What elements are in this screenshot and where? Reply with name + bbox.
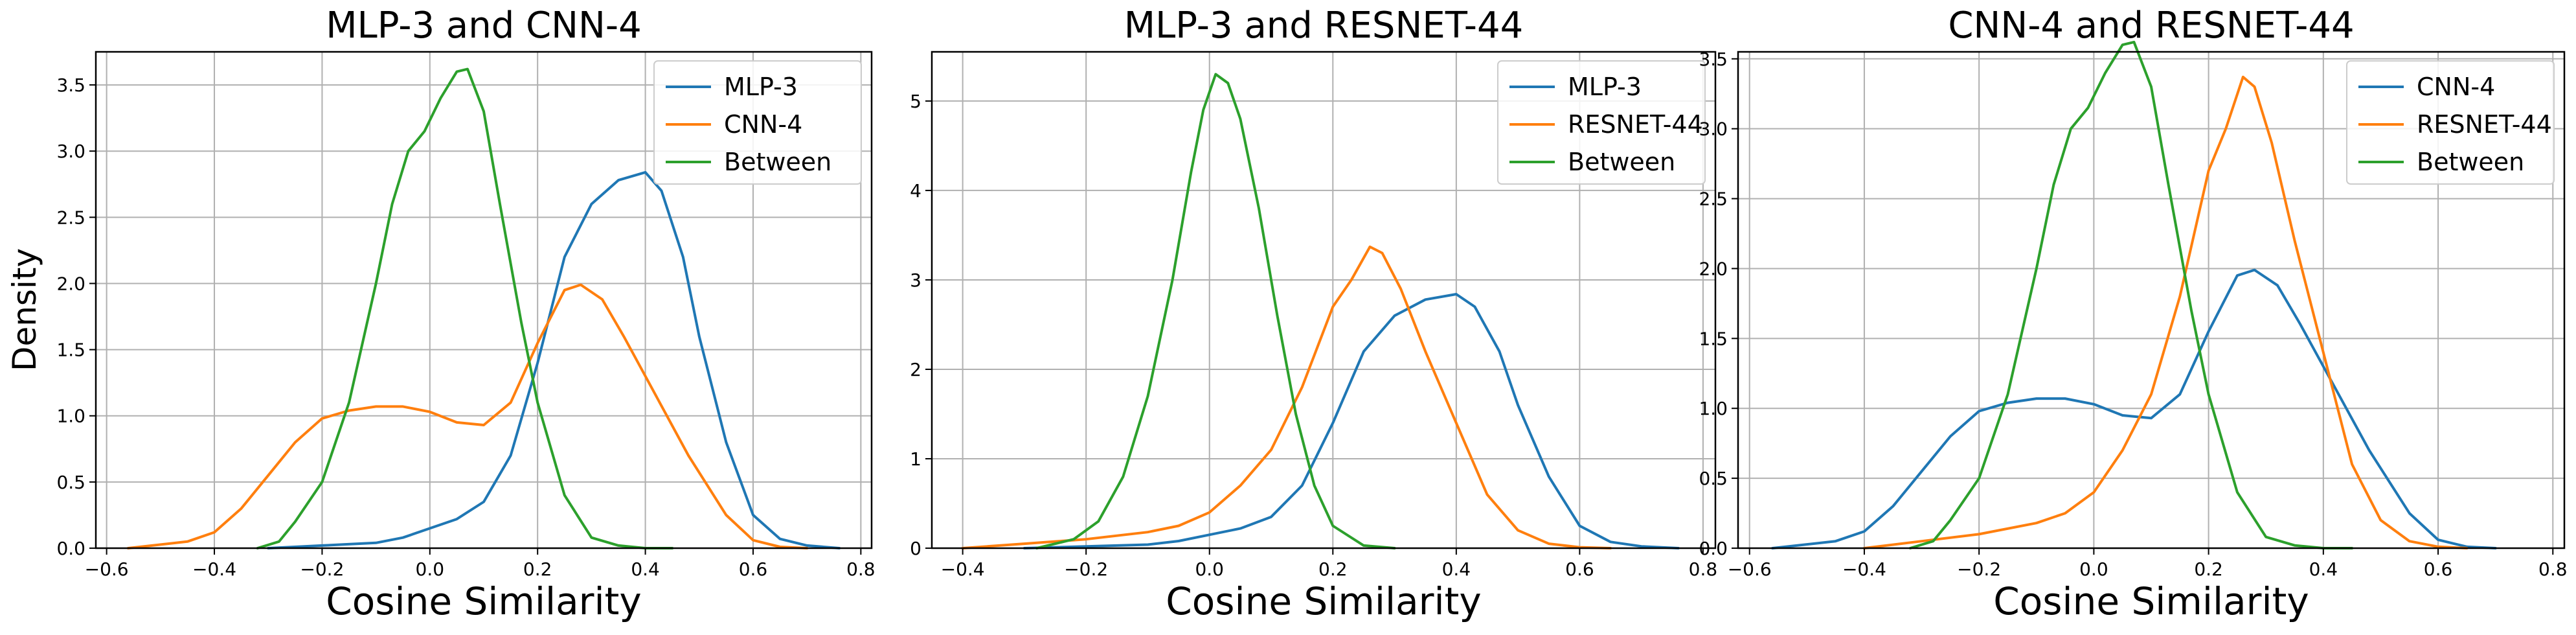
x-tick-label: 0.8 [1689,559,1718,580]
y-tick-label: 1.5 [56,340,85,361]
x-axis-label: Cosine Similarity [1993,579,2309,623]
x-tick-label: −0.4 [192,559,236,580]
series-line-between [1908,40,2354,549]
series-line-mlp-3 [1022,293,1680,549]
y-tick-label: 2.5 [1699,189,1728,210]
legend-label: CNN-4 [2417,73,2495,101]
x-tick-label: 0.4 [2309,559,2338,580]
x-axis-label: Cosine Similarity [326,579,641,623]
y-tick-label: 0.0 [56,538,85,559]
x-tick-label: 0.6 [1565,559,1594,580]
y-tick-label: 2.0 [56,273,85,294]
legend-box [2346,60,2555,185]
y-tick-label: 0.5 [1699,468,1728,489]
y-tick-label: 2 [910,359,921,380]
legend-label: RESNET-44 [2417,110,2552,139]
chart-title: CNN-4 and RESNET-44 [1948,5,2354,47]
chart-title: MLP-3 and CNN-4 [326,5,642,47]
x-tick-label: 0.0 [416,559,445,580]
x-tick-label: 0.2 [1318,559,1348,580]
legend-label: MLP-3 [1568,73,1642,101]
y-tick-label: 3.5 [56,75,85,96]
chart-panel-2: −0.4 −0.2 0.0 0.2 0.4 0.6 0.8 0 1 2 3 4 5 MLP-3 and R… [910,5,1717,623]
legend-label: Between [724,148,831,176]
series-line-between [256,67,674,549]
x-tick-label: −0.2 [1064,559,1108,580]
y-tick-label: 1.5 [1699,328,1728,349]
y-axis-label: Density [6,248,43,371]
legend-label: RESNET-44 [1568,110,1703,139]
plot-frame [1737,51,2566,549]
x-tick-label: −0.6 [1728,559,1772,580]
y-tick-label: 0.5 [56,472,85,493]
series-line-cnn-4 [126,283,809,549]
series-line-resnet-44 [961,245,1612,549]
chart-panel-3: −0.6 −0.4 −0.2 0.0 0.2 0.4 0.6 0.8 0.0 0.5 1.0 1.5 2… [1699,5,2567,623]
y-tick-label: 4 [910,180,921,202]
x-tick-label: −0.4 [941,559,985,580]
x-tick-label: 0.0 [1195,559,1224,580]
x-tick-label: 0.8 [2538,559,2568,580]
x-tick-label: 0.6 [2424,559,2453,580]
y-tick-label: 2.5 [56,207,85,228]
y-tick-label: 1 [910,448,921,470]
y-tick-label: 5 [910,91,921,112]
y-tick-label: 0 [910,538,921,559]
series-line-resnet-44 [1862,75,2469,549]
series-line-cnn-4 [1771,268,2497,549]
plot-frame [931,51,1717,549]
y-tick-label: 1.0 [1699,398,1728,419]
x-tick-label: 0.8 [846,559,876,580]
x-tick-label: 0.2 [2194,559,2223,580]
y-tick-label: 1.0 [56,406,85,427]
legend-label: Between [1568,148,1675,176]
chart-title: MLP-3 and RESNET-44 [1124,5,1524,47]
y-tick-label: 0.0 [1699,538,1728,559]
legend-box [653,60,862,185]
x-tick-label: 0.2 [523,559,552,580]
legend-label: CNN-4 [724,110,802,139]
y-tick-label: 3.0 [56,141,85,162]
x-tick-label: 0.4 [1442,559,1471,580]
chart-panel-1: −0.6 −0.4 −0.2 0.0 0.2 0.4 0.6 0.8 0.0 0.5 1.0 1.5 2… [56,5,875,623]
x-axis-label: Cosine Similarity [1166,579,1481,623]
x-tick-label: −0.6 [85,559,129,580]
legend-box [1497,60,1706,185]
y-tick-label: 3.0 [1699,119,1728,140]
y-tick-label: 3.5 [1699,49,1728,70]
x-tick-label: 0.0 [2079,559,2108,580]
legend-label: MLP-3 [724,73,798,101]
legend-label: Between [2417,148,2524,176]
y-tick-label: 3 [910,270,921,291]
x-tick-label: −0.2 [1957,559,2001,580]
x-tick-label: 0.6 [739,559,768,580]
x-tick-label: 0.4 [631,559,660,580]
series-line-between [1035,73,1396,549]
plot-frame [95,51,873,549]
y-tick-label: 2.0 [1699,258,1728,279]
x-tick-label: −0.4 [1842,559,1886,580]
x-tick-label: −0.2 [300,559,344,580]
series-line-mlp-3 [267,170,841,549]
